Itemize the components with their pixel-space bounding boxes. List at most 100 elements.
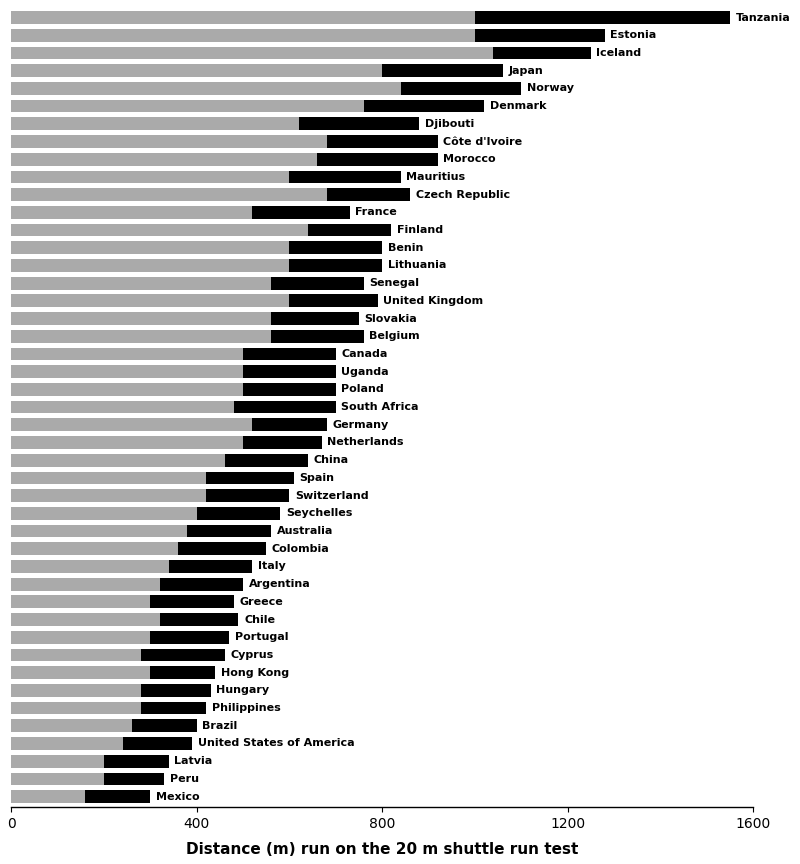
Bar	[11, 312, 271, 325]
Text: Netherlands: Netherlands	[327, 437, 404, 448]
Bar	[494, 47, 590, 60]
Text: Finland: Finland	[397, 225, 443, 235]
Bar	[11, 383, 243, 396]
Bar	[11, 631, 150, 644]
Text: Colombia: Colombia	[272, 543, 330, 554]
Bar	[475, 29, 605, 41]
Bar	[243, 365, 336, 378]
Bar	[11, 99, 364, 112]
Text: Switzerland: Switzerland	[295, 491, 369, 500]
Bar	[290, 170, 401, 183]
Bar	[160, 613, 238, 626]
Text: Spain: Spain	[300, 473, 334, 483]
Bar	[11, 347, 243, 360]
Bar	[243, 383, 336, 396]
Bar	[11, 684, 141, 696]
Bar	[11, 524, 187, 537]
X-axis label: Distance (m) run on the 20 m shuttle run test: Distance (m) run on the 20 m shuttle run…	[186, 842, 578, 857]
Text: Peru: Peru	[170, 774, 199, 784]
Text: United Kingdom: United Kingdom	[383, 295, 483, 306]
Bar	[252, 418, 326, 431]
Bar	[243, 436, 322, 449]
Text: Brazil: Brazil	[202, 721, 238, 731]
Text: Japan: Japan	[508, 66, 543, 76]
Bar	[290, 241, 382, 254]
Text: United States of America: United States of America	[198, 739, 354, 748]
Text: Germany: Germany	[332, 420, 388, 429]
Bar	[11, 401, 234, 414]
Bar	[326, 135, 438, 148]
Text: Norway: Norway	[527, 84, 574, 93]
Text: Estonia: Estonia	[610, 30, 657, 41]
Bar	[11, 241, 290, 254]
Bar	[11, 560, 169, 573]
Text: Mexico: Mexico	[156, 791, 199, 802]
Bar	[11, 224, 308, 237]
Bar	[104, 772, 164, 785]
Text: Poland: Poland	[342, 384, 384, 394]
Text: Latvia: Latvia	[174, 756, 213, 766]
Text: Australia: Australia	[277, 526, 333, 536]
Bar	[234, 401, 336, 414]
Bar	[11, 720, 132, 732]
Text: Slovakia: Slovakia	[365, 314, 418, 323]
Text: Portugal: Portugal	[234, 632, 288, 642]
Bar	[11, 206, 252, 219]
Text: Benin: Benin	[388, 243, 423, 253]
Text: South Africa: South Africa	[342, 402, 419, 412]
Bar	[11, 135, 326, 148]
Text: Lithuania: Lithuania	[388, 260, 446, 270]
Bar	[252, 206, 350, 219]
Bar	[187, 524, 271, 537]
Bar	[11, 82, 401, 95]
Bar	[308, 224, 391, 237]
Text: Hong Kong: Hong Kong	[221, 668, 289, 677]
Bar	[11, 295, 290, 308]
Bar	[11, 649, 141, 661]
Bar	[11, 365, 243, 378]
Bar	[169, 560, 252, 573]
Text: Uganda: Uganda	[342, 366, 389, 377]
Bar	[11, 418, 252, 431]
Text: Tanzania: Tanzania	[735, 13, 790, 22]
Text: Hungary: Hungary	[216, 685, 270, 696]
Bar	[11, 737, 122, 750]
Bar	[475, 11, 730, 24]
Bar	[11, 188, 326, 201]
Text: Greece: Greece	[239, 597, 283, 607]
Text: China: China	[314, 455, 349, 465]
Bar	[141, 649, 225, 661]
Bar	[271, 330, 364, 343]
Bar	[141, 684, 210, 696]
Text: Côte d'Ivoire: Côte d'Ivoire	[443, 137, 522, 147]
Bar	[11, 64, 382, 77]
Text: Cyprus: Cyprus	[230, 650, 274, 660]
Bar	[401, 82, 522, 95]
Bar	[290, 259, 382, 272]
Bar	[364, 99, 484, 112]
Bar	[11, 702, 141, 715]
Bar	[11, 11, 475, 24]
Text: Seychelles: Seychelles	[286, 508, 352, 518]
Bar	[11, 791, 86, 803]
Bar	[11, 755, 104, 767]
Bar	[11, 543, 178, 555]
Bar	[11, 170, 290, 183]
Text: Canada: Canada	[342, 349, 388, 359]
Bar	[206, 489, 290, 502]
Bar	[11, 259, 290, 272]
Bar	[206, 472, 294, 485]
Bar	[104, 755, 169, 767]
Text: Belgium: Belgium	[369, 331, 420, 341]
Bar	[11, 153, 318, 166]
Bar	[298, 118, 419, 130]
Text: Senegal: Senegal	[369, 278, 419, 289]
Bar	[160, 578, 243, 590]
Bar	[150, 631, 229, 644]
Text: Chile: Chile	[244, 614, 275, 625]
Text: Czech Republic: Czech Republic	[415, 189, 510, 200]
Bar	[11, 507, 197, 519]
Text: Djibouti: Djibouti	[425, 118, 474, 129]
Bar	[11, 118, 298, 130]
Bar	[11, 595, 150, 608]
